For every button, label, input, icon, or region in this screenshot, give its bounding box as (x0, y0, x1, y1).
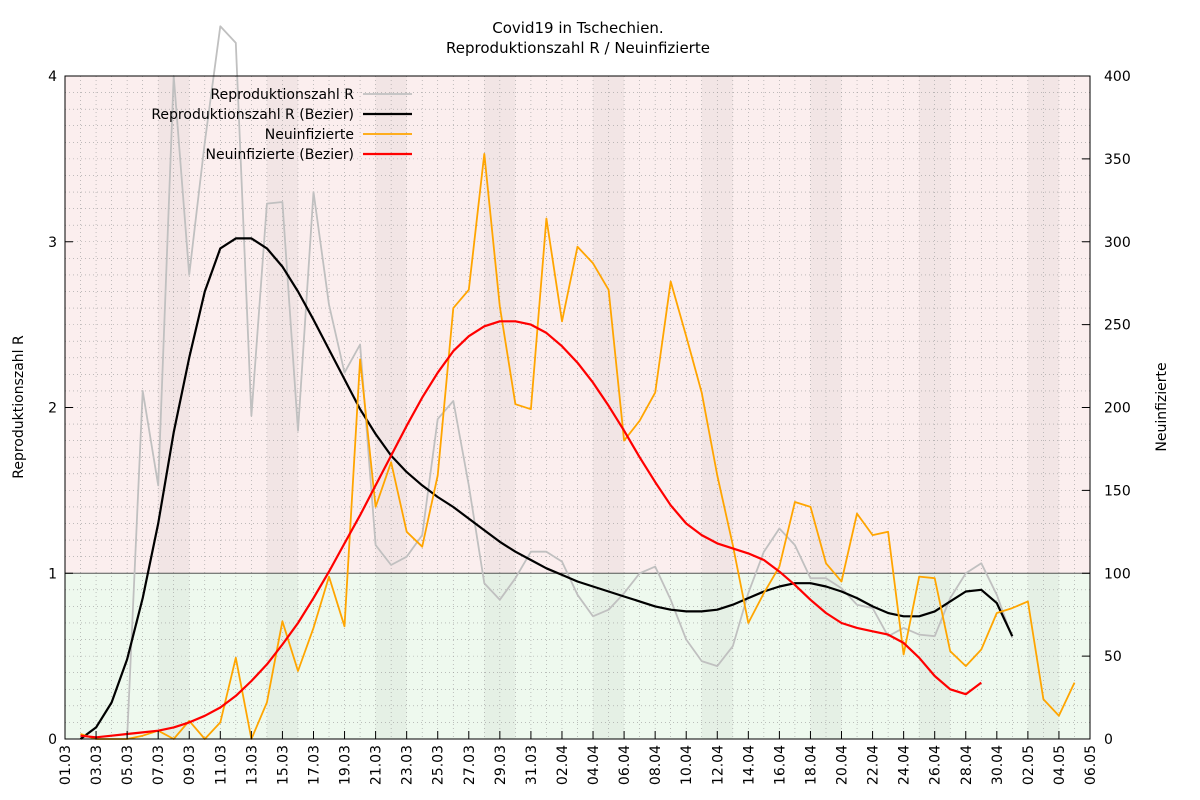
y-right-tick-label: 100 (1104, 566, 1131, 582)
x-tick-label: 11.03 (213, 745, 229, 785)
x-tick-label: 20.04 (835, 745, 851, 785)
legend-label-2: Reproduktionszahl R (Bezier) (151, 107, 354, 123)
x-tick-label: 17.03 (307, 745, 323, 785)
x-tick-label: 15.03 (275, 745, 291, 785)
x-tick-label: 28.04 (959, 745, 975, 785)
x-tick-label: 18.04 (804, 745, 820, 785)
y-axis-right-label: Neuinfizierte (1154, 362, 1170, 451)
weekend-band (484, 76, 515, 739)
x-tick-label: 07.03 (151, 745, 167, 785)
x-tick-label: 06.04 (617, 745, 633, 785)
series-line-3 (80, 152, 1076, 740)
x-tick-label: 10.04 (679, 745, 695, 785)
y-left-tick-label: 3 (48, 235, 57, 251)
y-axis-left-label: Reproduktionszahl R (11, 335, 27, 479)
x-tick-label: 04.04 (586, 745, 602, 785)
x-tick-label: 24.04 (897, 745, 913, 785)
legend: Reproduktionszahl R Reproduktionszahl R (… (151, 87, 412, 163)
y-right-tick-label: 250 (1104, 318, 1131, 334)
y-left-tick-label: 2 (48, 401, 57, 417)
y-right-tick-label: 300 (1104, 235, 1131, 251)
x-tick-label: 25.03 (431, 745, 447, 785)
x-tick-label: 09.03 (182, 745, 198, 785)
x-tick-label: 16.04 (772, 745, 788, 785)
y-right-tick-label: 0 (1104, 732, 1113, 748)
series-lines (79, 25, 1076, 740)
legend-label-3: Neuinfizierte (265, 127, 354, 143)
legend-label-1: Reproduktionszahl R (211, 87, 355, 103)
legend-label-4: Neuinfizierte (Bezier) (206, 147, 354, 163)
y-right-tick-label: 400 (1104, 69, 1131, 85)
x-tick-label: 04.05 (1052, 745, 1068, 785)
x-tick-label: 19.03 (338, 745, 354, 785)
x-tick-label: 01.03 (58, 745, 74, 785)
x-tick-label: 02.04 (555, 745, 571, 785)
x-tick-label: 31.03 (524, 745, 540, 785)
series-line-4 (80, 320, 982, 739)
x-tick-label: 06.05 (1083, 745, 1099, 785)
x-tick-label: 12.04 (710, 745, 726, 785)
x-tick-label: 02.05 (1021, 745, 1037, 785)
y-left-tick-label: 1 (48, 566, 57, 582)
x-tick-label: 08.04 (648, 745, 664, 785)
x-tick-label: 21.03 (369, 745, 385, 785)
weekend-band (376, 76, 407, 739)
x-tick-label: 13.03 (244, 745, 260, 785)
y-left-tick-label: 0 (48, 732, 57, 748)
y-right-tick-label: 200 (1104, 401, 1131, 417)
x-tick-label: 03.03 (89, 745, 105, 785)
x-tick-label: 27.03 (462, 745, 478, 785)
x-tick-label: 30.04 (990, 745, 1006, 785)
chart-title: Covid19 in Tschechien. (492, 19, 663, 37)
x-tick-label: 05.03 (120, 745, 136, 785)
x-tick-label: 14.04 (741, 745, 757, 785)
x-tick-label: 26.04 (928, 745, 944, 785)
tick-marks: 0 1 2 3 4 0 50 100 150 200 250 300 350 400 01.03 03.03 0… (48, 69, 1131, 785)
y-right-tick-label: 350 (1104, 152, 1131, 168)
weekend-band (1028, 76, 1059, 739)
x-tick-label: 29.03 (493, 745, 509, 785)
y-right-tick-label: 150 (1104, 483, 1131, 499)
y-right-tick-label: 50 (1104, 649, 1122, 665)
x-tick-label: 23.03 (400, 745, 416, 785)
series-line-2 (79, 237, 1014, 740)
chart-subtitle: Reproduktionszahl R / Neuinfizierte (446, 39, 710, 57)
y-left-tick-label: 4 (48, 69, 57, 85)
x-tick-label: 22.04 (866, 745, 882, 785)
